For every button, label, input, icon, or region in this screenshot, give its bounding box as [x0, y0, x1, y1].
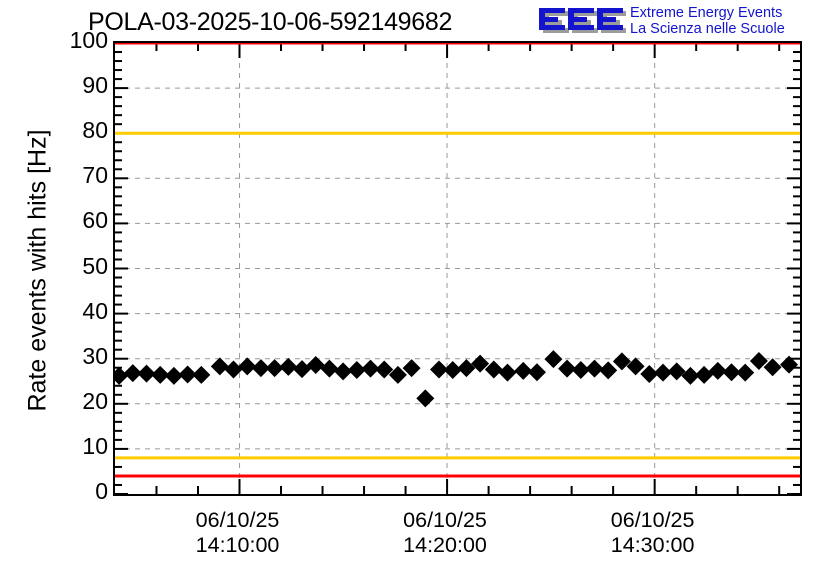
- plot-canvas: [115, 43, 800, 494]
- data-point: [514, 361, 533, 380]
- data-point: [251, 359, 270, 378]
- data-point: [265, 359, 284, 378]
- data-point: [599, 361, 618, 380]
- data-point: [527, 363, 546, 382]
- y-tick-label: 40: [82, 297, 108, 324]
- data-point: [347, 360, 366, 379]
- data-point: [681, 366, 700, 385]
- y-tick-label: 60: [82, 207, 108, 234]
- x-tick-date: 06/10/25: [195, 508, 280, 532]
- data-point: [626, 357, 645, 376]
- data-point: [192, 365, 211, 384]
- y-tick-label: 30: [82, 342, 108, 369]
- data-series: [115, 350, 799, 408]
- y-tick-label: 90: [82, 72, 108, 99]
- x-tick-label: 06/10/25 14:20:00: [365, 508, 525, 558]
- x-tick-time: 14:20:00: [403, 533, 487, 557]
- data-point: [279, 357, 298, 376]
- logo-line-2: La Scienza nelle Scuole: [630, 21, 785, 37]
- data-point: [640, 365, 659, 384]
- data-point: [498, 363, 517, 382]
- data-point: [585, 359, 604, 378]
- data-point: [763, 358, 782, 377]
- data-point: [375, 360, 394, 379]
- data-point: [708, 361, 727, 380]
- data-point: [293, 360, 312, 379]
- data-point: [571, 360, 590, 379]
- logo-line-1: Extreme Energy Events: [630, 5, 783, 21]
- data-point: [484, 360, 503, 379]
- data-point: [164, 366, 183, 385]
- data-point: [115, 366, 129, 385]
- y-tick-label: 0: [95, 478, 108, 504]
- x-tick-label: 06/10/25 14:10:00: [158, 508, 318, 558]
- y-axis-tick-labels: 0 10 20 30 40 50 60 70 80 90 100: [40, 0, 108, 572]
- data-point: [544, 350, 563, 369]
- x-tick-time: 14:30:00: [610, 533, 695, 557]
- data-point: [780, 355, 799, 374]
- data-point: [210, 357, 229, 376]
- data-point: [137, 364, 156, 383]
- data-point: [695, 365, 714, 384]
- data-point: [430, 360, 449, 379]
- data-point: [123, 364, 142, 383]
- data-point: [320, 359, 339, 378]
- x-tick-date: 06/10/25: [403, 508, 487, 532]
- data-point: [457, 359, 476, 378]
- y-tick-label: 80: [82, 117, 108, 144]
- data-point: [749, 351, 768, 370]
- data-point: [416, 389, 435, 408]
- y-tick-label: 50: [82, 252, 108, 279]
- data-point: [402, 359, 421, 378]
- data-point: [612, 352, 631, 371]
- x-tick-date: 06/10/25: [610, 508, 695, 532]
- y-tick-label: 10: [82, 432, 108, 459]
- eee-logo: Extreme Energy Events La Scienza nelle S…: [536, 4, 836, 42]
- data-point: [334, 362, 353, 381]
- data-point: [224, 360, 243, 379]
- data-point: [654, 363, 672, 382]
- eee-mark-icon: [539, 8, 626, 33]
- plot-area: [113, 41, 802, 496]
- x-tick-label: 06/10/25 14:30:00: [573, 508, 733, 558]
- data-point: [388, 365, 407, 384]
- data-point: [361, 359, 380, 378]
- x-tick-time: 14:10:00: [195, 533, 280, 557]
- page-title: POLA-03-2025-10-06-592149682: [88, 8, 453, 36]
- data-point: [471, 354, 490, 373]
- data-point: [306, 356, 325, 375]
- y-tick-label: 20: [82, 387, 108, 414]
- data-point: [667, 362, 686, 381]
- y-tick-label: 70: [82, 162, 108, 189]
- data-point: [558, 359, 577, 378]
- data-point: [238, 357, 257, 376]
- data-point: [178, 365, 197, 384]
- data-point: [736, 363, 755, 382]
- data-point: [151, 365, 170, 384]
- y-tick-label: 100: [69, 27, 108, 53]
- data-point: [443, 360, 462, 379]
- logo-caption: Extreme Energy Events La Scienza nelle S…: [630, 5, 785, 37]
- data-point: [722, 363, 741, 382]
